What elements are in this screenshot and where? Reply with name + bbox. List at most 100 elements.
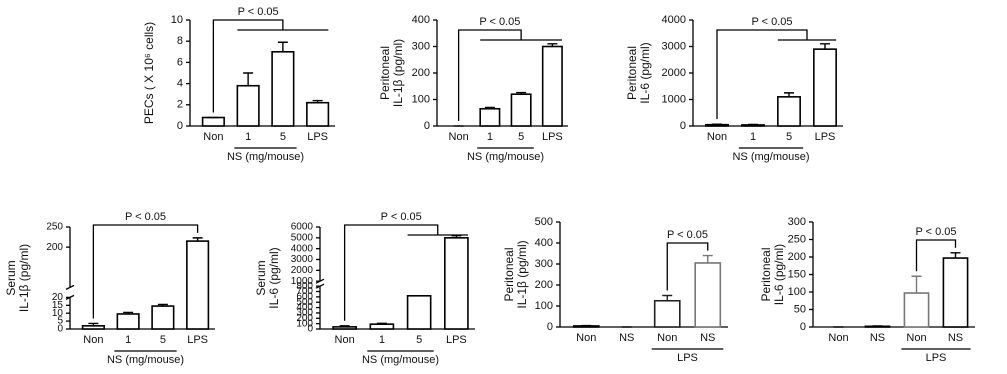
y-tick-label: 8 xyxy=(177,35,183,47)
y-tick-label: 200 xyxy=(535,279,553,291)
y-axis-label: Peritoneal xyxy=(502,247,516,301)
y-tick-label: 800 xyxy=(296,281,313,292)
bracket xyxy=(716,29,837,120)
bar xyxy=(201,116,225,127)
y-tick-label: 0 xyxy=(177,120,183,132)
x-tick-label: LPS xyxy=(815,131,836,143)
x-tick-label: Non xyxy=(906,332,926,344)
group-label: LPS xyxy=(677,352,698,364)
bracket xyxy=(212,19,329,113)
error-bar xyxy=(277,41,288,52)
bar xyxy=(151,305,175,330)
bracket xyxy=(915,239,957,272)
error-bar xyxy=(784,92,794,97)
x-tick-label: Non xyxy=(83,334,103,346)
y-axis-label: PECs ( X 10⁶ cells) xyxy=(142,22,156,124)
x-tick-label: NS xyxy=(700,332,715,344)
x-tick-label: 5 xyxy=(518,131,524,143)
bar xyxy=(271,50,295,127)
error-bar xyxy=(820,43,830,50)
error-bar xyxy=(192,237,203,242)
bracket xyxy=(343,224,468,321)
annotation: P < 0.05 xyxy=(238,6,279,18)
error-bar xyxy=(911,275,922,294)
y-tick-label: 300 xyxy=(535,258,553,270)
x-tick-label: LPS xyxy=(542,131,563,143)
bar xyxy=(406,294,432,330)
y-tick-label: 5000 xyxy=(291,232,314,243)
x-tick-label: LPS xyxy=(307,131,328,143)
group-label: NS (mg/mouse) xyxy=(467,151,544,163)
bar xyxy=(694,262,722,328)
error-bar xyxy=(484,106,495,109)
y-tick-label: 200 xyxy=(412,67,430,79)
y-tick-label: 4000 xyxy=(662,14,686,26)
y-tick-label: 10 xyxy=(171,14,183,26)
y-tick-label: 150 xyxy=(788,268,806,280)
y-tick-label: 6 xyxy=(177,56,183,68)
x-tick-label: 1 xyxy=(379,334,385,346)
y-axis-label: IL-6 (pg/ml) xyxy=(267,247,281,308)
x-tick-label: Non xyxy=(335,334,355,346)
y-tick-label: 200 xyxy=(788,251,806,263)
x-tick-label: 1 xyxy=(750,131,756,143)
x-tick-label: Non xyxy=(828,332,848,344)
y-tick-label: 2000 xyxy=(662,67,686,79)
y-tick-label: 400 xyxy=(412,14,430,26)
y-tick-label: 15 xyxy=(52,300,64,311)
y-axis-label: Peritoneal xyxy=(378,46,392,100)
x-tick-label: 5 xyxy=(786,131,792,143)
y-tick-label: 0 xyxy=(424,120,430,132)
y-axis-label: Peritoneal xyxy=(625,46,639,100)
annotation: P < 0.05 xyxy=(667,229,708,241)
y-tick-label: 4 xyxy=(177,78,183,90)
x-tick-label: LPS xyxy=(446,334,467,346)
error-bar xyxy=(748,123,758,126)
bar xyxy=(705,123,729,127)
x-tick-label: Non xyxy=(707,131,727,143)
y-tick-label: 250 xyxy=(46,222,63,233)
bar xyxy=(116,313,140,330)
group-label: NS (mg/mouse) xyxy=(732,151,809,163)
x-tick-label: NS xyxy=(870,332,885,344)
y-tick-label: 700 xyxy=(296,286,313,297)
y-tick-label: 300 xyxy=(788,216,806,228)
bar xyxy=(653,299,681,328)
group-label: NS (mg/mouse) xyxy=(362,354,439,366)
error-bar xyxy=(243,72,254,86)
bracket xyxy=(457,29,563,121)
error-bar xyxy=(376,322,387,325)
y-tick-label: 300 xyxy=(296,308,313,319)
bracket xyxy=(92,224,199,319)
bar xyxy=(369,323,395,330)
y-tick-label: 400 xyxy=(535,237,553,249)
bar xyxy=(236,84,260,127)
y-axis-label: Peritoneal xyxy=(759,247,773,301)
y-axis-label: Serum xyxy=(254,260,268,295)
y-tick-label: 400 xyxy=(296,302,313,313)
bar xyxy=(306,101,330,127)
bar xyxy=(813,48,837,127)
bar xyxy=(541,45,563,127)
y-tick-label: 4000 xyxy=(291,243,314,254)
x-tick-label: NS xyxy=(619,332,634,344)
y-tick-label: 100 xyxy=(788,286,806,298)
x-tick-label: 5 xyxy=(280,131,286,143)
error-bar xyxy=(312,99,323,103)
y-tick-label: 3000 xyxy=(662,40,686,52)
y-tick-label: 2000 xyxy=(291,265,314,276)
error-bar xyxy=(712,123,722,125)
y-tick-label: 5 xyxy=(57,316,63,327)
y-tick-label: 50 xyxy=(794,303,806,315)
x-tick-label: NS xyxy=(948,332,963,344)
error-bar xyxy=(662,294,673,301)
y-tick-label: 300 xyxy=(412,40,430,52)
axis-break xyxy=(65,284,75,290)
error-bar xyxy=(123,311,134,314)
x-tick-label: Non xyxy=(203,131,223,143)
bar xyxy=(777,96,801,127)
annotation: P < 0.05 xyxy=(125,211,166,223)
y-tick-label: 100 xyxy=(412,93,430,105)
y-axis-label: IL-1β (pg/ml) xyxy=(515,240,529,308)
